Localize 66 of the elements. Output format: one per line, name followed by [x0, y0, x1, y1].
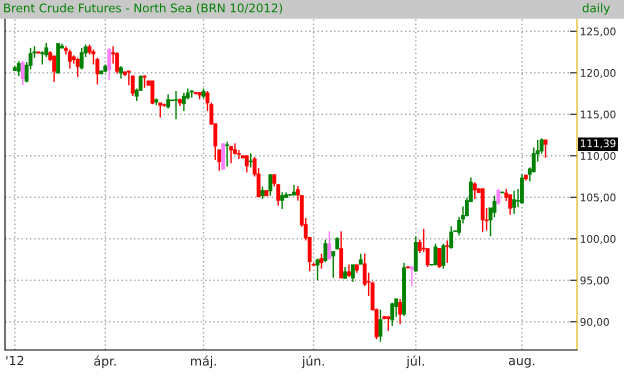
y-tick-label: 120,00	[580, 69, 616, 78]
candlestick	[386, 316, 390, 332]
candlestick	[434, 243, 438, 266]
candlestick	[437, 247, 442, 269]
candlestick	[130, 75, 135, 97]
candlestick	[472, 182, 477, 200]
candlestick	[316, 258, 320, 281]
x-tick-label: júl.	[406, 356, 424, 368]
candlestick	[544, 139, 548, 159]
y-tick-label: 95,00	[580, 276, 609, 286]
candlestick	[76, 57, 80, 78]
candlestick	[398, 298, 402, 325]
candlestick	[350, 264, 355, 283]
candlestick	[449, 226, 454, 250]
candlestick	[331, 250, 336, 278]
candlestick	[217, 149, 222, 172]
candlestick	[16, 60, 21, 77]
candlestick	[410, 266, 414, 287]
candlestick	[320, 253, 324, 270]
candlestick	[496, 188, 500, 206]
x-tick-label: jún.	[302, 356, 324, 368]
candlestick	[158, 102, 162, 118]
candlestick	[343, 266, 347, 280]
candlestick	[268, 173, 272, 196]
y-tick-label: 90,00	[580, 318, 609, 327]
candlestick	[20, 60, 25, 86]
candlestick	[323, 238, 328, 263]
candlestick	[260, 186, 264, 200]
candlestick	[80, 47, 84, 70]
y-tick-label: 115,00	[580, 110, 616, 120]
y-tick-label: 100,00	[580, 235, 616, 244]
candlestick	[107, 47, 112, 81]
candlestick	[492, 194, 496, 218]
y-tick-label: 125,00	[580, 28, 616, 36]
candlestick	[52, 54, 56, 83]
candlestick	[229, 145, 233, 164]
candlestick	[390, 302, 394, 327]
candlestick	[327, 230, 332, 260]
text: 111,39	[580, 139, 616, 148]
candlestick	[68, 48, 72, 70]
candlestick	[335, 236, 340, 250]
chart-title: Brent Crude Futures - North Sea (BRN 10/2012)	[4, 3, 282, 14]
candlestick	[119, 65, 123, 80]
candlestick	[445, 240, 450, 264]
candlestick	[202, 88, 206, 100]
x-tick-label: '12	[6, 356, 24, 366]
x-tick-label: aug.	[508, 358, 534, 368]
y-tick-label: 105,00	[580, 194, 616, 202]
candlestick	[244, 155, 249, 174]
candlestick	[225, 140, 230, 168]
candlestick	[182, 92, 186, 112]
candlestick	[441, 243, 446, 270]
candlestick	[166, 94, 170, 110]
text: daily	[582, 3, 610, 15]
x-tick-label: ápr.	[94, 356, 116, 368]
candlestick	[40, 50, 44, 66]
y-tick-label: 110,00	[580, 152, 616, 161]
candlestick	[280, 192, 284, 210]
candlestick	[248, 152, 253, 168]
candlestick	[378, 309, 382, 342]
candlestick	[174, 90, 178, 120]
candlestick	[512, 190, 516, 215]
x-tick-label: máj.	[191, 356, 216, 368]
candlestick	[150, 80, 154, 106]
candlestick	[347, 264, 351, 278]
candlestick	[142, 74, 146, 88]
